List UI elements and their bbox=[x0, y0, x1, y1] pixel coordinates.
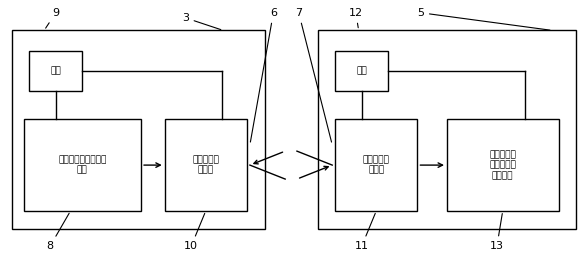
Text: 11: 11 bbox=[355, 213, 375, 251]
Text: 8: 8 bbox=[46, 213, 69, 251]
Text: 9: 9 bbox=[46, 8, 59, 28]
Bar bbox=[335, 51, 388, 91]
Text: 12: 12 bbox=[349, 8, 363, 28]
Bar bbox=[335, 119, 417, 211]
Text: 无线接收解
调模块: 无线接收解 调模块 bbox=[363, 155, 390, 175]
Text: 交流激励及信号调理
电路: 交流激励及信号调理 电路 bbox=[58, 155, 106, 175]
Text: 13: 13 bbox=[490, 214, 504, 251]
Text: 3: 3 bbox=[182, 13, 221, 30]
Text: 电源: 电源 bbox=[51, 67, 61, 76]
Text: 10: 10 bbox=[184, 213, 205, 251]
Text: 5: 5 bbox=[417, 8, 550, 30]
Text: 信号还原电
路（峰值检
波电路）: 信号还原电 路（峰值检 波电路） bbox=[489, 150, 516, 180]
Bar bbox=[12, 30, 265, 229]
Bar bbox=[447, 119, 559, 211]
Text: 无线调频发
射模块: 无线调频发 射模块 bbox=[192, 155, 219, 175]
Bar bbox=[29, 51, 82, 91]
Text: 6: 6 bbox=[250, 8, 277, 142]
Bar bbox=[165, 119, 247, 211]
Bar bbox=[318, 30, 576, 229]
Text: 电源: 电源 bbox=[356, 67, 367, 76]
Text: 7: 7 bbox=[295, 8, 332, 142]
Bar bbox=[24, 119, 141, 211]
